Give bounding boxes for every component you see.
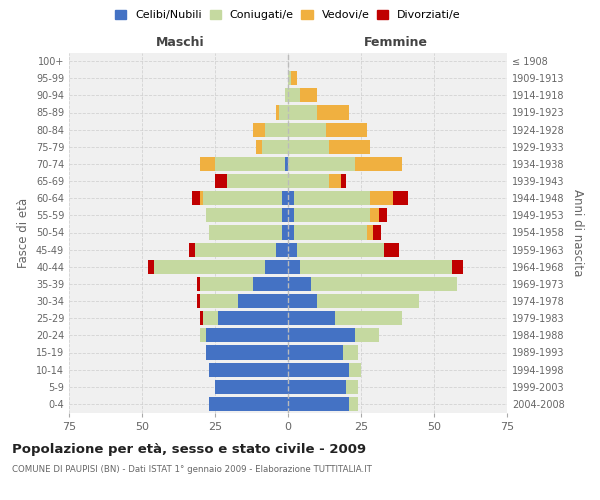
Bar	[282, 226, 288, 239]
Bar	[288, 140, 329, 154]
Y-axis label: Anni di nascita: Anni di nascita	[571, 189, 584, 276]
Bar	[215, 157, 285, 171]
Text: Femmine: Femmine	[364, 36, 428, 49]
Bar	[282, 208, 288, 222]
Bar	[294, 191, 370, 205]
Bar	[355, 157, 402, 171]
Bar	[288, 328, 355, 342]
Bar	[203, 311, 218, 325]
Bar	[200, 294, 238, 308]
Bar	[206, 328, 288, 342]
Bar	[194, 242, 277, 256]
Bar	[317, 106, 349, 120]
Bar	[393, 191, 408, 205]
Bar	[343, 346, 358, 360]
Bar	[341, 174, 346, 188]
Bar	[288, 157, 355, 171]
Bar	[200, 311, 203, 325]
Bar	[335, 311, 402, 325]
Bar	[200, 157, 215, 171]
Bar	[329, 174, 341, 188]
Bar	[200, 277, 253, 291]
Bar	[288, 362, 349, 376]
Bar	[288, 242, 297, 256]
Bar	[253, 122, 265, 136]
Bar	[288, 260, 299, 274]
Text: Maschi: Maschi	[155, 36, 204, 49]
Bar	[209, 362, 288, 376]
Bar	[285, 157, 288, 171]
Bar	[299, 88, 317, 102]
Bar	[370, 208, 379, 222]
Bar	[262, 140, 288, 154]
Text: COMUNE DI PAUPISI (BN) - Dati ISTAT 1° gennaio 2009 - Elaborazione TUTTITALIA.IT: COMUNE DI PAUPISI (BN) - Dati ISTAT 1° g…	[12, 465, 372, 474]
Bar	[277, 242, 288, 256]
Bar	[265, 260, 288, 274]
Bar	[317, 294, 419, 308]
Bar	[370, 191, 393, 205]
Bar	[385, 242, 399, 256]
Bar	[326, 122, 367, 136]
Bar	[200, 328, 206, 342]
Bar	[200, 191, 203, 205]
Bar	[349, 362, 361, 376]
Bar	[215, 174, 227, 188]
Bar	[329, 140, 370, 154]
Bar	[294, 208, 370, 222]
Bar	[277, 106, 279, 120]
Bar	[206, 346, 288, 360]
Bar	[311, 277, 457, 291]
Bar	[288, 208, 294, 222]
Bar	[215, 380, 288, 394]
Bar	[288, 397, 349, 411]
Bar	[297, 242, 385, 256]
Bar	[265, 122, 288, 136]
Bar	[288, 277, 311, 291]
Bar	[299, 260, 452, 274]
Bar	[154, 260, 265, 274]
Bar	[288, 191, 294, 205]
Bar	[189, 242, 194, 256]
Bar	[288, 88, 299, 102]
Bar	[203, 191, 282, 205]
Bar	[197, 294, 200, 308]
Bar	[206, 208, 282, 222]
Bar	[238, 294, 288, 308]
Bar	[218, 311, 288, 325]
Bar	[373, 226, 382, 239]
Bar	[452, 260, 463, 274]
Legend: Celibi/Nubili, Coniugati/e, Vedovi/e, Divorziati/e: Celibi/Nubili, Coniugati/e, Vedovi/e, Di…	[113, 8, 463, 22]
Bar	[209, 397, 288, 411]
Bar	[288, 380, 346, 394]
Bar	[256, 140, 262, 154]
Text: Popolazione per età, sesso e stato civile - 2009: Popolazione per età, sesso e stato civil…	[12, 442, 366, 456]
Bar	[355, 328, 379, 342]
Y-axis label: Fasce di età: Fasce di età	[17, 198, 30, 268]
Bar	[349, 397, 358, 411]
Bar	[279, 106, 288, 120]
Bar	[227, 174, 288, 188]
Bar	[288, 106, 317, 120]
Bar	[288, 311, 335, 325]
Bar	[285, 88, 288, 102]
Bar	[288, 346, 343, 360]
Bar	[282, 191, 288, 205]
Bar	[367, 226, 373, 239]
Bar	[191, 191, 200, 205]
Bar	[148, 260, 154, 274]
Bar	[346, 380, 358, 394]
Bar	[288, 174, 329, 188]
Bar	[197, 277, 200, 291]
Bar	[288, 226, 294, 239]
Bar	[209, 226, 282, 239]
Bar	[288, 71, 291, 85]
Bar	[379, 208, 387, 222]
Bar	[294, 226, 367, 239]
Bar	[288, 294, 317, 308]
Bar	[253, 277, 288, 291]
Bar	[291, 71, 297, 85]
Bar	[288, 122, 326, 136]
